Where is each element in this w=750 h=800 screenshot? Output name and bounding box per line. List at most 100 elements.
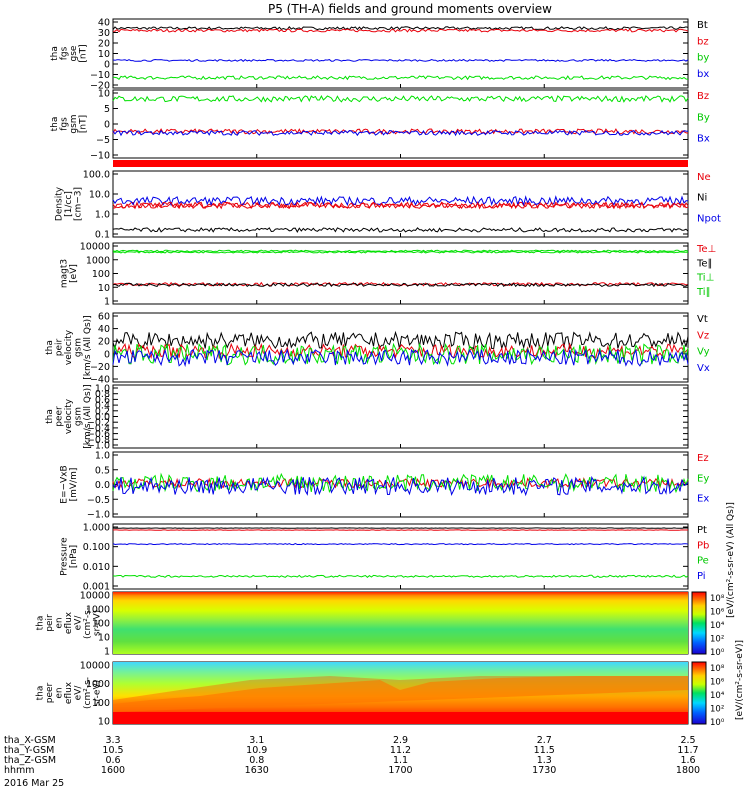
peir-velocity-ylabel: gsm (74, 338, 84, 357)
fgs-gsm-ytick-label: −10 (90, 151, 110, 162)
fgs-legend-bx: bx (697, 69, 709, 80)
fgs-ylabel: [nT] (78, 44, 88, 62)
density-legend-Npot: Npot (697, 213, 721, 224)
peer-eflux-ylabel: (cm²-s- (83, 677, 93, 709)
peer-velocity-ytick-label: 1.0 (95, 384, 110, 395)
peir-velocity-ytick-label: 60 (98, 312, 110, 323)
x-axis-value: 2.7 (537, 735, 552, 746)
fgs-gsm-ylabel: gsm (69, 114, 79, 133)
efield-ytick-label: 0.5 (95, 465, 110, 476)
peer-velocity-ytick-label: −1.0 (87, 441, 110, 452)
peer-velocity-ytick-label: 0.0 (95, 412, 110, 423)
fgs-gsm-ylabel: fgs (59, 117, 69, 131)
peir-velocity-legend-Vt: Vt (697, 314, 708, 325)
pressure-series-Pi (112, 543, 689, 546)
x-axis-value: 11.7 (677, 745, 698, 756)
peer-velocity-ytick-label: −0.4 (87, 423, 110, 434)
pressure-ylabel: [nPa] (69, 545, 79, 568)
peir-eflux-ytick-label: 1 (104, 647, 110, 658)
fgs-gsm-ylabel: [nT] (78, 115, 88, 133)
temperature-ytick-label: 1 (104, 297, 110, 308)
pressure-ytick-label: 0.001 (83, 582, 110, 593)
peer-eflux-ylabel: en (55, 687, 65, 698)
temperature-ytick-label: 10 (98, 283, 110, 294)
peir-spectrogram (113, 592, 688, 654)
peir-eflux-ytick-label: 1000 (86, 605, 110, 616)
pressure-legend-Pi: Pi (697, 571, 706, 582)
fgs-gsm-series-By (112, 95, 689, 103)
efield-ylabel: E=−VxB (59, 465, 69, 503)
fgs-ytick-label: −10 (90, 70, 110, 81)
x-axis-value: 10.9 (246, 745, 267, 756)
density-series-Npot (112, 195, 688, 207)
peer-velocity-ytick-label: 0.8 (95, 389, 110, 400)
density-ylabel: [cm−3] (74, 187, 84, 221)
fgs-ytick-label: 30 (98, 28, 110, 39)
peir-eflux-ylabel: (cm²-s- (83, 607, 93, 639)
x-axis-value: 1730 (532, 765, 556, 776)
efield-panel: 1.0 0.5 0.0 −0.5 −1.0 E=−VxB [mV/m] Ez Ey Ex (59, 451, 709, 521)
pressure-series-Pe (112, 574, 689, 578)
temperature-legend-Ti⊥: Ti⊥ (696, 273, 714, 284)
temperature-legend-Te∥: Te∥ (696, 258, 713, 269)
fgs-legend-by: by (697, 53, 709, 64)
peer-velocity-ylabel: velocity (64, 398, 74, 434)
peir-eflux-ylabel: tha (36, 616, 46, 631)
peer-eflux-ytick-label: 10000 (80, 661, 110, 672)
density-legend-Ne: Ne (697, 172, 711, 183)
peer-eflux-ytick-label: 1000 (86, 679, 110, 690)
colorbar-tick: 10² (710, 705, 724, 715)
peir-eflux-ylabel: en (55, 617, 65, 628)
x-axis-row-label: tha_X-GSM (4, 735, 56, 746)
fgs-series-by (112, 75, 689, 81)
fgs-gsm-legend-By: By (697, 112, 710, 123)
temperature-panel: 10000 1000 100 10 1 magt3 [eV] Te⊥ Te∥ Ti⊥ Ti∥ (59, 242, 716, 308)
x-axis-value: 3.3 (105, 735, 120, 746)
peir-eflux-ytick-label: 100 (92, 619, 110, 630)
fgs-gsm-ytick-label: −5 (96, 135, 110, 146)
fgs-series-bz (112, 28, 689, 33)
temperature-series-Te∥ (112, 282, 689, 288)
peir-velocity-ylabel: tha (45, 340, 55, 355)
x-axis-value: 11.5 (534, 745, 555, 756)
temperature-series-Ti⊥ (112, 249, 689, 253)
fgs-gsm-ylabel: tha (50, 117, 60, 132)
fgs-gsm-legend-Bz: Bz (697, 91, 709, 102)
peer-velocity-ylabel: [km/s (All Qs)] (83, 384, 93, 448)
efield-ytick-label: 1.0 (95, 451, 110, 462)
peir-velocity-series-Vx (112, 348, 689, 368)
peir-velocity-ytick-label: −20 (90, 362, 110, 373)
pressure-frame (112, 523, 689, 590)
colorbar-tick: 10⁸ (710, 594, 725, 604)
peir-eflux-ytick-label: 10 (98, 633, 110, 644)
peir-velocity-ylabel: [km/s (All Qs)] (83, 315, 93, 379)
colorbar-tick: 10² (710, 635, 724, 645)
figure-title: P5 (TH-A) fields and ground moments over… (268, 2, 552, 16)
efield-ytick-label: −0.5 (87, 495, 110, 506)
colorbar-1-scale (691, 591, 707, 655)
fgs-gsm-legend-Bx: Bx (697, 134, 710, 145)
peer-eflux-ytick-label: 10 (98, 717, 110, 728)
x-axis-value: 1600 (101, 765, 125, 776)
colorbar-tick: 10⁶ (710, 608, 725, 618)
peir-eflux-ylabel: sr-eV) (93, 610, 103, 636)
peer-spectrogram-redband (113, 712, 688, 724)
pressure-legend-Pt: Pt (697, 525, 707, 536)
peir-velocity-ylabel: velocity (64, 329, 74, 365)
peer-eflux-ylabel: eflux (64, 681, 74, 704)
temperature-series-Ti∥ (112, 250, 688, 254)
pressure-panel: 1.000 0.100 0.010 0.001 Pressure [nPa] Pt Pb Pe P… (59, 523, 709, 593)
efield-ytick-label: 0.0 (95, 480, 110, 491)
x-axis-value: 10.5 (102, 745, 123, 756)
colorbar-label-2: [eV/(cm²-s-sr-eV) (All Qs)] (726, 502, 736, 618)
peer-eflux-ylabel: sr-eV) (93, 680, 103, 706)
efield-frame (112, 451, 689, 518)
efield-ylabel: [mV/m] (69, 468, 79, 502)
peer-eflux-ylabel: peer (45, 682, 55, 703)
temperature-ylabel: magt3 (59, 259, 69, 288)
x-axis-table: tha_X-GSM 3.3 3.1 2.9 2.7 2.5 tha_Y-GSM 10.5 10.… (4, 735, 700, 776)
density-ytick-label: 0.1 (95, 230, 110, 241)
peir-eflux-ytick-label: 10000 (80, 591, 110, 602)
pressure-ytick-label: 0.100 (83, 542, 110, 553)
